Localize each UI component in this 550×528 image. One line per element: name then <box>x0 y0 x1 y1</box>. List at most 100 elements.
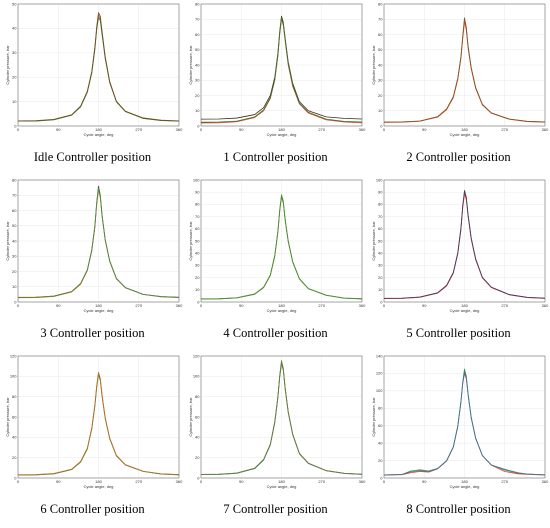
plot-frame <box>17 355 180 479</box>
x-tick-label: 360 <box>359 479 366 484</box>
series-line <box>17 371 180 476</box>
series-line <box>200 194 363 300</box>
y-tick-label: 10 <box>195 108 200 113</box>
y-tick-label: 10 <box>12 99 17 104</box>
y-tick-label: 30 <box>195 263 200 268</box>
y-tick-label: 30 <box>378 78 383 83</box>
plot-frame <box>200 355 363 479</box>
x-tick-label: 360 <box>359 127 366 132</box>
x-tick-label: 180 <box>278 479 285 484</box>
chart-caption: 8 Controller position <box>406 502 511 516</box>
series-line <box>383 189 546 299</box>
y-tick-label: 20 <box>12 455 17 460</box>
y-tick-label: 10 <box>378 108 383 113</box>
x-tick-label: 270 <box>318 479 325 484</box>
chart-caption: 4 Controller position <box>223 326 328 340</box>
y-tick-label: 40 <box>195 435 200 440</box>
y-tick-label: 80 <box>12 177 17 182</box>
chart-panel: 0 90 180 270 360 0 10 20 30 40 50 Cycle angle, deg C… <box>1 0 184 176</box>
y-tick-label: 70 <box>195 17 200 22</box>
y-tick-label: 0 <box>14 299 17 304</box>
x-tick-label: 180 <box>95 127 102 132</box>
chart-plot: 0 90 180 270 360 0 10 20 30 40 50 60 70 80 90 100 Cycle … <box>371 177 549 313</box>
y-tick-label: 120 <box>193 353 200 358</box>
y-tick-label: 60 <box>12 208 17 213</box>
y-tick-label: 70 <box>378 214 383 219</box>
y-tick-label: 80 <box>12 394 17 399</box>
chart-caption: 3 Controller position <box>40 326 145 340</box>
chart-caption: Idle Controller position <box>33 150 152 164</box>
chart-plot: 0 90 180 270 360 0 20 40 60 80 100 120 140 Cycle angl… <box>371 353 549 489</box>
y-tick-label: 20 <box>195 93 200 98</box>
y-tick-label: 40 <box>12 435 17 440</box>
y-tick-label: 30 <box>378 263 383 268</box>
y-tick-label: 20 <box>378 93 383 98</box>
y-tick-label: 40 <box>378 62 383 67</box>
y-tick-label: 20 <box>195 455 200 460</box>
chart-panel: 0 90 180 270 360 0 20 40 60 80 100 120 140 Cycle angl… <box>367 352 550 528</box>
series-line <box>17 187 180 298</box>
chart-panel: 0 90 180 270 360 0 10 20 30 40 50 60 70 80 Cycle angle… <box>367 0 550 176</box>
x-tick-label: 0 <box>200 479 203 484</box>
chart-plot: 0 90 180 270 360 0 10 20 30 40 50 60 70 80 Cycle angle… <box>5 177 183 313</box>
y-tick-label: 40 <box>12 238 17 243</box>
x-tick-label: 270 <box>135 303 142 308</box>
x-tick-label: 180 <box>461 303 468 308</box>
y-axis-label: Cylinder pressure, bar <box>5 221 10 261</box>
x-tick-label: 0 <box>17 303 20 308</box>
y-tick-label: 60 <box>195 414 200 419</box>
series-line <box>17 12 180 122</box>
plot-frame <box>383 355 546 479</box>
x-tick-label: 0 <box>200 127 203 132</box>
chart-panel: 0 90 180 270 360 0 10 20 30 40 50 60 70 80 90 100 Cycle … <box>367 176 550 352</box>
chart-panel: 0 90 180 270 360 0 10 20 30 40 50 60 70 80 90 100 Cycle … <box>184 176 367 352</box>
y-tick-label: 60 <box>195 32 200 37</box>
chart-panel: 0 90 180 270 360 0 20 40 60 80 100 120 Cycle angle, … <box>184 352 367 528</box>
series-line <box>383 17 546 123</box>
x-tick-label: 360 <box>542 303 549 308</box>
y-tick-label: 0 <box>380 123 383 128</box>
series-line <box>200 360 363 475</box>
y-tick-label: 40 <box>195 62 200 67</box>
series-line <box>383 370 546 476</box>
y-tick-label: 100 <box>193 374 200 379</box>
x-tick-label: 360 <box>542 127 549 132</box>
x-axis-label: Cycle angle, deg <box>450 484 480 489</box>
chart-panel: 0 90 180 270 360 0 10 20 30 40 50 60 70 80 Cycle angle… <box>184 0 367 176</box>
plot-frame <box>383 3 546 127</box>
y-tick-label: 10 <box>12 284 17 289</box>
plot-frame <box>17 179 180 303</box>
y-tick-label: 60 <box>378 423 383 428</box>
x-axis-label: Cycle angle, deg <box>267 308 297 313</box>
chart-plot: 0 90 180 270 360 0 10 20 30 40 50 60 70 80 Cycle angle… <box>371 1 549 137</box>
x-tick-label: 0 <box>383 127 386 132</box>
x-tick-label: 90 <box>422 303 427 308</box>
plot-frame <box>17 3 180 127</box>
y-axis-label: Cylinder pressure, bar <box>371 45 376 85</box>
x-tick-label: 360 <box>176 303 183 308</box>
x-tick-label: 90 <box>239 127 244 132</box>
x-tick-label: 180 <box>95 479 102 484</box>
y-tick-label: 60 <box>378 226 383 231</box>
y-tick-label: 60 <box>378 32 383 37</box>
y-tick-label: 0 <box>197 123 200 128</box>
y-axis-label: Cylinder pressure, bar <box>5 397 10 437</box>
y-tick-label: 100 <box>376 177 383 182</box>
y-tick-label: 60 <box>12 414 17 419</box>
x-tick-label: 90 <box>56 479 61 484</box>
x-tick-label: 0 <box>200 303 203 308</box>
x-tick-label: 90 <box>239 303 244 308</box>
x-tick-label: 360 <box>176 479 183 484</box>
x-axis-label: Cycle angle, deg <box>450 308 480 313</box>
x-axis-label: Cycle angle, deg <box>267 132 297 137</box>
y-axis-label: Cylinder pressure, bar <box>371 397 376 437</box>
y-axis-label: Cylinder pressure, bar <box>188 45 193 85</box>
y-tick-label: 70 <box>378 17 383 22</box>
chart-caption: 2 Controller position <box>406 150 511 164</box>
y-tick-label: 90 <box>378 190 383 195</box>
y-tick-label: 80 <box>378 202 383 207</box>
chart-plot: 0 90 180 270 360 0 20 40 60 80 100 120 Cycle angle, … <box>188 353 366 489</box>
y-axis-label: Cylinder pressure, bar <box>5 45 10 85</box>
x-tick-label: 0 <box>383 303 386 308</box>
y-tick-label: 30 <box>195 78 200 83</box>
